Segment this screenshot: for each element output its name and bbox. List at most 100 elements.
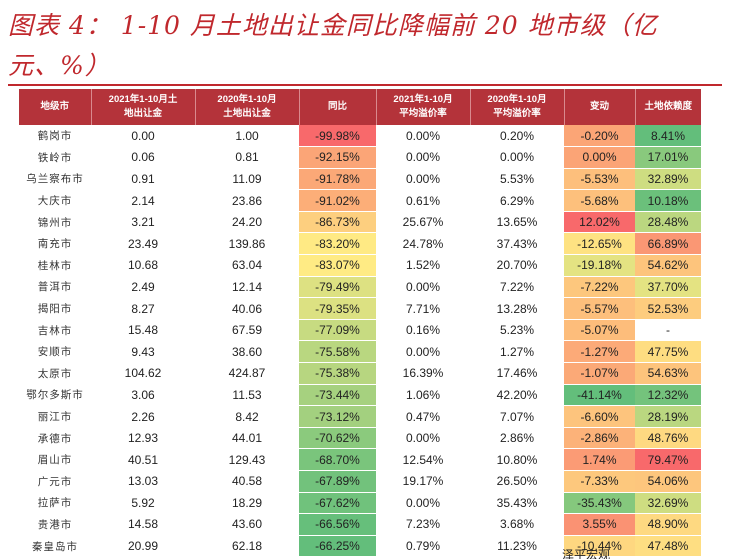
value-cell: -7.22% <box>564 276 635 299</box>
value-cell: -83.20% <box>299 232 376 256</box>
value-cell: 24.20 <box>195 211 299 234</box>
value-cell: 139.86 <box>195 232 299 256</box>
column-header: 变动 <box>564 89 636 125</box>
value-cell: 40.51 <box>91 448 195 471</box>
value-cell: 24.78% <box>376 232 470 256</box>
value-cell: 10.68 <box>91 254 195 277</box>
city-cell: 乌兰察布市 <box>19 168 91 191</box>
value-cell: 20.99 <box>91 535 195 558</box>
value-cell: 66.89% <box>635 232 701 256</box>
value-cell: -5.68% <box>564 189 635 212</box>
table-row: 贵港市 14.58 43.60 -66.56% 7.23% 3.68% 3.55% 48.90… <box>19 513 701 536</box>
value-cell: 3.68% <box>470 513 564 536</box>
city-cell: 南充市 <box>19 232 91 256</box>
value-cell: 8.41% <box>635 125 701 148</box>
value-cell: 10.80% <box>470 448 564 471</box>
value-cell: 63.04 <box>195 254 299 277</box>
value-cell: 12.02% <box>564 211 635 234</box>
value-cell: 3.21 <box>91 211 195 234</box>
value-cell: 8.27 <box>91 297 195 320</box>
value-cell: 42.20% <box>470 384 564 407</box>
value-cell: 3.55% <box>564 513 635 536</box>
value-cell: 0.00% <box>376 125 470 148</box>
value-cell: 5.23% <box>470 319 564 342</box>
city-cell: 桂林市 <box>19 254 91 277</box>
value-cell: -75.58% <box>299 340 376 364</box>
value-cell: 15.48 <box>91 319 195 342</box>
value-cell: 43.60 <box>195 513 299 536</box>
city-cell: 太原市 <box>19 362 91 385</box>
column-header: 2020年1-10月 土地出让金 <box>195 89 300 125</box>
table-row: 鹤岗市 0.00 1.00 -99.98% 0.00% 0.20% -0.20% 8.41% <box>19 125 701 148</box>
table-row: 鄂尔多斯市 3.06 11.53 -73.44% 1.06% 42.20% -41.14% 1… <box>19 384 701 407</box>
table-row: 太原市 104.62 424.87 -75.38% 16.39% 17.46% -1.07%… <box>19 362 701 385</box>
value-cell: 16.39% <box>376 362 470 385</box>
value-cell: 0.91 <box>91 168 195 191</box>
value-cell: 67.59 <box>195 319 299 342</box>
value-cell: 3.06 <box>91 384 195 407</box>
value-cell: 0.00% <box>376 276 470 299</box>
value-cell: 0.47% <box>376 405 470 428</box>
value-cell: 28.48% <box>635 211 701 234</box>
chart-title: 图表 4： 1-10 月土地出让金同比降幅前 20 地市级（亿 元、%） <box>8 6 722 86</box>
value-cell: -67.62% <box>299 492 376 515</box>
city-cell: 广元市 <box>19 470 91 493</box>
table-row: 眉山市 40.51 129.43 -68.70% 12.54% 10.80% 1.74% 79… <box>19 448 701 471</box>
value-cell: 0.61% <box>376 189 470 212</box>
table-row: 承德市 12.93 44.01 -70.62% 0.00% 2.86% -2.86% 48.7… <box>19 427 701 450</box>
value-cell: 0.20% <box>470 125 564 148</box>
city-cell: 安顺市 <box>19 340 91 364</box>
value-cell: 62.18 <box>195 535 299 558</box>
column-header: 同比 <box>299 89 377 125</box>
value-cell: -92.15% <box>299 146 376 169</box>
value-cell: 12.93 <box>91 427 195 450</box>
value-cell: 0.00% <box>376 340 470 364</box>
table-row: 乌兰察布市 0.91 11.09 -91.78% 0.00% 5.53% -5.53% 32.… <box>19 168 701 191</box>
value-cell: -19.18% <box>564 254 635 277</box>
value-cell: -35.43% <box>564 492 635 515</box>
value-cell: 0.06 <box>91 146 195 169</box>
value-cell: 0.00% <box>376 427 470 450</box>
column-header: 2021年1-10月 平均溢价率 <box>376 89 471 125</box>
land-revenue-table: 地级市 2021年1-10月土 地出让金 2020年1-10月 土地出让金 同比 202… <box>19 89 701 558</box>
value-cell: 5.92 <box>91 492 195 515</box>
value-cell: 10.18% <box>635 189 701 212</box>
value-cell: 0.00% <box>564 146 635 169</box>
value-cell: 40.06 <box>195 297 299 320</box>
value-cell: -12.65% <box>564 232 635 256</box>
value-cell: -1.07% <box>564 362 635 385</box>
table-row: 锦州市 3.21 24.20 -86.73% 25.67% 13.65% 12.02% 28.… <box>19 211 701 234</box>
value-cell: 20.70% <box>470 254 564 277</box>
value-cell: 52.53% <box>635 297 701 320</box>
city-cell: 铁岭市 <box>19 146 91 169</box>
value-cell: -77.09% <box>299 319 376 342</box>
city-cell: 丽江市 <box>19 405 91 428</box>
value-cell: 11.23% <box>470 535 564 558</box>
value-cell: 12.32% <box>635 384 701 407</box>
value-cell: -1.27% <box>564 340 635 364</box>
value-cell: 23.49 <box>91 232 195 256</box>
table-row: 普洱市 2.49 12.14 -79.49% 0.00% 7.22% -7.22% 37.70… <box>19 276 701 299</box>
value-cell: 0.00% <box>376 168 470 191</box>
value-cell: -75.38% <box>299 362 376 385</box>
value-cell: -73.44% <box>299 384 376 407</box>
city-cell: 鹤岗市 <box>19 125 91 148</box>
city-cell: 揭阳市 <box>19 297 91 320</box>
value-cell: -86.73% <box>299 211 376 234</box>
value-cell: 32.89% <box>635 168 701 191</box>
table-header: 地级市 2021年1-10月土 地出让金 2020年1-10月 土地出让金 同比 202… <box>19 89 701 125</box>
watermark: 泽平宏观 <box>562 548 611 559</box>
value-cell: 1.06% <box>376 384 470 407</box>
value-cell: 2.49 <box>91 276 195 299</box>
value-cell: 17.46% <box>470 362 564 385</box>
column-header: 2021年1-10月土 地出让金 <box>91 89 196 125</box>
value-cell: 0.00% <box>470 146 564 169</box>
value-cell: 7.23% <box>376 513 470 536</box>
value-cell: 2.26 <box>91 405 195 428</box>
value-cell: 28.19% <box>635 405 701 428</box>
table-row: 铁岭市 0.06 0.81 -92.15% 0.00% 0.00% 0.00% 17.01% <box>19 146 701 169</box>
value-cell: 23.86 <box>195 189 299 212</box>
value-cell: -91.78% <box>299 168 376 191</box>
title-divider <box>8 84 722 86</box>
title-line-1: 图表 4： 1-10 月土地出让金同比降幅前 20 地市级（亿 <box>8 11 658 40</box>
